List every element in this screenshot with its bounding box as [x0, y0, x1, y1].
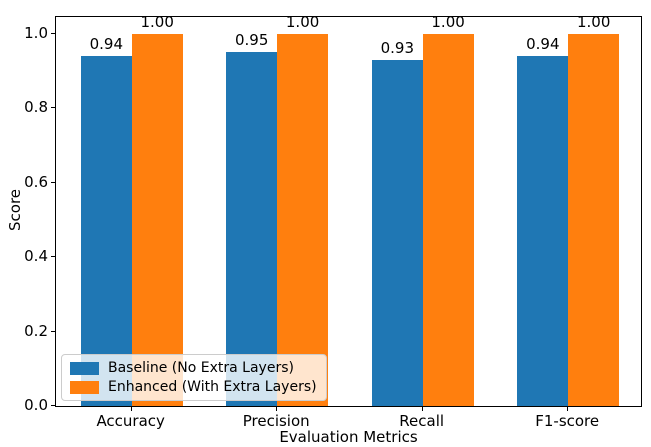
legend-item-enhanced: Enhanced (With Extra Layers)	[70, 379, 317, 395]
bar-value-label: 1.00	[140, 12, 174, 31]
x-axis-title: Evaluation Metrics	[279, 428, 418, 446]
bar-enhanced-f1-score	[568, 33, 620, 406]
bar-value-label: 1.00	[576, 12, 611, 31]
y-tick-mark	[51, 405, 55, 406]
bar-enhanced-accuracy	[131, 33, 183, 406]
y-tick-label: 0.4	[24, 247, 48, 265]
legend-swatch-enhanced-icon	[70, 380, 99, 394]
legend-item-baseline: Baseline (No Extra Layers)	[70, 360, 317, 376]
x-tick-label: Accuracy	[96, 412, 165, 430]
x-tick-label: Recall	[399, 412, 445, 430]
y-tick-label: 0.2	[24, 321, 48, 340]
y-tick-label: 0.6	[24, 172, 48, 191]
plot-area: Baseline (No Extra Layers) Enhanced (Wit…	[55, 12, 642, 407]
legend-label-enhanced: Enhanced (With Extra Layers)	[108, 379, 317, 395]
y-tick-label: 0.8	[24, 98, 48, 117]
legend-label-baseline: Baseline (No Extra Layers)	[108, 360, 294, 376]
y-tick-mark	[51, 32, 55, 34]
bar-value-label: 0.94	[89, 35, 123, 53]
bar-enhanced-recall	[422, 33, 474, 406]
x-tick-mark	[130, 407, 132, 411]
bar-baseline-f1-score	[517, 56, 569, 406]
y-tick-mark	[51, 107, 55, 109]
y-tick-mark	[51, 256, 55, 257]
x-tick-mark	[421, 407, 423, 411]
y-axis-title: Score	[6, 188, 24, 231]
y-tick-mark	[51, 330, 55, 332]
y-tick-mark	[51, 181, 55, 183]
x-tick-mark	[567, 407, 569, 411]
x-tick-mark	[276, 407, 278, 411]
x-tick-label: Precision	[242, 412, 310, 430]
y-tick-label: 0.0	[24, 396, 48, 414]
bar-enhanced-precision	[277, 33, 329, 406]
bar-baseline-accuracy	[80, 56, 132, 406]
bar-baseline-recall	[371, 59, 423, 406]
bar-value-label: 1.00	[431, 12, 465, 31]
bar-value-label: 1.00	[285, 12, 320, 31]
y-tick-label: 1.0	[24, 23, 48, 42]
legend: Baseline (No Extra Layers) Enhanced (Wit…	[61, 354, 327, 401]
bar-value-label: 0.94	[526, 35, 560, 53]
x-tick-label: F1-score	[535, 412, 600, 430]
legend-swatch-baseline-icon	[70, 361, 99, 375]
bar-baseline-precision	[226, 52, 278, 406]
bar-value-label: 0.93	[380, 38, 414, 57]
bar-value-label: 0.95	[234, 31, 269, 50]
